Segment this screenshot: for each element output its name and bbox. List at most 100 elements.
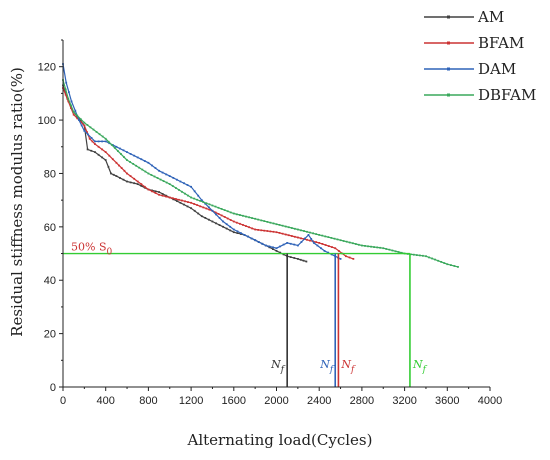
data-point <box>300 229 302 232</box>
data-point <box>275 250 278 252</box>
data-point <box>284 233 287 236</box>
data-point <box>153 175 156 178</box>
data-point <box>240 232 242 234</box>
data-point <box>70 104 72 107</box>
data-point <box>272 230 275 233</box>
data-point <box>229 225 232 228</box>
data-point <box>151 190 153 193</box>
data-point <box>83 129 86 132</box>
data-point <box>154 192 157 194</box>
data-point <box>83 124 86 127</box>
data-point <box>107 140 110 143</box>
data-point <box>218 217 221 219</box>
data-point <box>434 258 436 261</box>
x-tick-label: 400 <box>97 395 115 407</box>
data-point <box>320 247 322 250</box>
data-point <box>176 200 178 202</box>
data-point <box>72 113 75 116</box>
data-point <box>80 124 83 127</box>
data-point <box>211 204 214 207</box>
data-point <box>165 181 168 184</box>
data-point <box>330 237 333 239</box>
data-point <box>388 248 391 251</box>
data-point <box>168 196 171 199</box>
data-point <box>239 222 241 225</box>
data-point <box>162 180 165 182</box>
data-point <box>331 246 333 248</box>
annotation-layer: 50% S0 Nf Nf Nf Nf <box>63 241 428 387</box>
data-point <box>334 247 337 250</box>
data-point <box>104 140 107 143</box>
legend: AM BFAM DAM DBFAM <box>424 8 536 104</box>
data-point <box>385 248 388 250</box>
data-point <box>318 234 321 236</box>
data-point <box>232 220 235 223</box>
data-point <box>313 242 315 244</box>
data-point <box>284 225 287 228</box>
data-point <box>260 219 263 222</box>
data-point <box>299 258 302 261</box>
data-point <box>339 257 342 260</box>
data-point <box>254 217 257 220</box>
data-point <box>236 230 239 233</box>
data-point <box>290 227 293 229</box>
data-point <box>302 259 305 262</box>
data-point <box>412 253 415 256</box>
data-point <box>95 131 98 133</box>
y-tick-label: 60 <box>44 222 56 234</box>
data-point <box>289 256 292 258</box>
data-point <box>151 164 153 167</box>
data-point <box>64 93 67 96</box>
data-point <box>97 140 100 143</box>
data-point <box>257 218 260 221</box>
data-point <box>376 246 379 249</box>
data-point <box>324 235 327 238</box>
data-point <box>90 149 93 152</box>
data-point <box>193 190 196 193</box>
data-point <box>309 239 311 242</box>
data-point <box>263 229 266 232</box>
data-point <box>223 209 226 211</box>
data-point <box>337 250 340 252</box>
data-point <box>154 167 157 169</box>
data-point <box>117 150 119 152</box>
data-point <box>190 196 192 199</box>
data-point <box>193 197 196 200</box>
data-point <box>138 166 141 169</box>
data-point <box>187 201 189 203</box>
data-point <box>269 230 272 233</box>
data-point <box>297 236 299 239</box>
data-point <box>321 234 324 237</box>
data-point <box>67 97 70 100</box>
data-point <box>123 156 125 158</box>
data-point <box>260 229 263 232</box>
data-point <box>172 198 175 201</box>
data-point <box>248 226 250 229</box>
series-line-am <box>62 85 307 263</box>
data-point <box>243 234 246 236</box>
data-point <box>279 245 281 248</box>
data-point <box>175 198 177 200</box>
data-point <box>352 257 355 260</box>
data-point <box>235 221 238 224</box>
data-point <box>133 177 136 180</box>
data-point <box>272 222 275 225</box>
data-point <box>129 161 131 163</box>
data-point <box>113 147 116 149</box>
data-point <box>225 227 228 230</box>
data-point <box>208 218 210 221</box>
data-point <box>229 211 232 214</box>
data-point <box>440 261 443 263</box>
data-point <box>143 186 146 189</box>
data-point <box>208 203 211 206</box>
data-point <box>254 239 257 242</box>
data-point <box>215 213 217 216</box>
data-point <box>184 200 186 203</box>
data-point <box>309 231 311 234</box>
x-axis-title: Alternating load(Cycles) <box>187 431 373 449</box>
data-point <box>70 107 72 109</box>
data-point <box>86 131 88 133</box>
data-point <box>119 177 121 179</box>
data-point <box>65 81 68 84</box>
data-point <box>229 229 232 232</box>
